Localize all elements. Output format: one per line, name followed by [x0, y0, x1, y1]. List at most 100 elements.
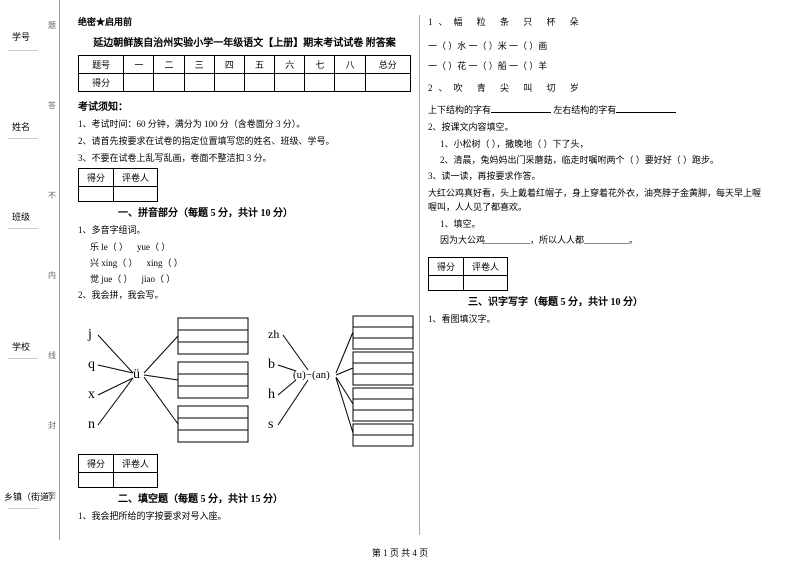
edge: [278, 365, 296, 371]
table-row: 得分: [79, 74, 411, 92]
question-r3: 3、读一读，再按要求作答。: [428, 169, 762, 183]
seal-mark: 题: [48, 20, 56, 31]
td: [114, 473, 158, 488]
td: [464, 276, 508, 291]
pinyin-row: 乐 le（ ） yue（ ）: [90, 240, 411, 254]
score-box: 得分评卷人: [428, 257, 508, 291]
edge: [278, 380, 308, 425]
notice-item: 2、请首先按要求在试卷的指定位置填写您的姓名、班级、学号。: [78, 134, 411, 148]
binding-line: [8, 508, 38, 509]
td: [305, 74, 335, 92]
td: [79, 473, 114, 488]
sub-q: 1、小松树（ ），撒晚地（ ）下了头，: [440, 137, 762, 151]
exam-title: 延边朝鲜族自治州实验小学一年级语文【上册】期末考试试卷 附答案: [78, 34, 411, 49]
char-list-2: 2、吹 青 尖 叫 切 岁: [428, 81, 762, 95]
edge: [98, 378, 133, 425]
binding-line: [8, 228, 38, 229]
section-1-title: 一、拼音部分（每题 5 分，共计 10 分）: [118, 204, 411, 219]
page-footer: 第 1 页 共 4 页: [0, 546, 800, 559]
answer-boxes-right: [353, 316, 413, 446]
edge: [336, 377, 353, 404]
seal-mark: 不: [48, 190, 56, 201]
th: 七: [305, 56, 335, 74]
edge: [278, 380, 296, 395]
notice-title: 考试须知：: [78, 98, 411, 113]
right-column: 1、幅 粒 条 只 杯 朵 一（ ）水 一（ ）米 一（ ）画 一（ ）花 一（…: [420, 15, 770, 535]
grader-cell: 评卷人: [114, 169, 158, 187]
score-box: 得分评卷人: [78, 168, 158, 202]
letter-s: s: [268, 417, 273, 432]
th: 五: [244, 56, 274, 74]
grader-cell: 评卷人: [464, 258, 508, 276]
td: [335, 74, 365, 92]
binding-label-class: 班级: [12, 210, 30, 223]
th: 题号: [79, 56, 124, 74]
th: 四: [214, 56, 244, 74]
td: [154, 74, 184, 92]
structure-row: 上下结构的字有 左右结构的字有: [428, 103, 762, 117]
letter-b: b: [268, 357, 275, 372]
table-row: 题号 一 二 三 四 五 六 七 八 总分: [79, 56, 411, 74]
blank: [616, 103, 676, 113]
content-area: 绝密★启用前 延边朝鲜族自治州实验小学一年级语文【上册】期末考试试卷 附答案 题…: [70, 15, 790, 535]
binding-line: [8, 358, 38, 359]
score-box: 得分评卷人: [78, 454, 158, 488]
page: 学号 姓名 班级 学校 乡镇（街道） 题 答 不 内 线 封 密 绝密★启用前 …: [0, 0, 800, 565]
letter-q: q: [88, 357, 95, 372]
sub-q: 因为大公鸡__________，所以人人都__________。: [440, 233, 762, 247]
label: 左右结构的字有: [553, 105, 616, 115]
question-s2-1: 1、我会把所给的字按要求对号入座。: [78, 509, 411, 523]
fill-row: 一（ ）水 一（ ）米 一（ ）画: [428, 39, 762, 53]
score-cell: 得分: [79, 169, 114, 187]
letter-n: n: [88, 417, 95, 432]
notice-item: 1、考试时间：60 分钟，满分为 100 分（含卷面分 3 分）。: [78, 117, 411, 131]
binding-line: [8, 50, 38, 51]
cell: 乐 le（ ）: [90, 242, 128, 252]
letter-h: h: [268, 387, 275, 402]
sub-q: 2、清晨，兔妈妈出门采蘑菇，临走时嘱咐两个（ ）要好好（ ）跑步。: [440, 153, 762, 167]
edge: [336, 368, 353, 375]
answer-boxes-left: [178, 318, 248, 442]
td: [114, 187, 158, 202]
passage: 大红公鸡真好看，头上戴着红帽子，身上穿着花外衣，油亮脖子金黄脚，每天早上喔喔叫，…: [428, 186, 762, 214]
char-list: 1、幅 粒 条 只 杯 朵: [428, 15, 762, 29]
th: 八: [335, 56, 365, 74]
td: [275, 74, 305, 92]
edge: [98, 378, 133, 395]
cell: 兴 xing（ ）: [90, 258, 138, 268]
edge: [98, 335, 133, 373]
binding-label-school: 学校: [12, 340, 30, 353]
letter-x: x: [88, 387, 95, 402]
cell: yue（ ）: [137, 242, 170, 252]
grader-cell: 评卷人: [114, 455, 158, 473]
binding-label-id: 学号: [12, 30, 30, 43]
center-u: ü: [133, 367, 140, 382]
pinyin-row: 觉 jue（ ） jiao（ ）: [90, 272, 411, 286]
edge: [144, 377, 178, 424]
question-r2: 2、按课文内容填空。: [428, 120, 762, 134]
td: [429, 276, 464, 291]
td: [214, 74, 244, 92]
binding-line: [8, 138, 38, 139]
section-2-title: 二、填空题（每题 5 分，共计 15 分）: [118, 490, 411, 505]
edge: [144, 375, 178, 380]
diagram-svg: j q x n ü: [78, 308, 418, 448]
question-1: 1、多音字组词。: [78, 223, 411, 237]
td: [184, 74, 214, 92]
left-column: 绝密★启用前 延边朝鲜族自治州实验小学一年级语文【上册】期末考试试卷 附答案 题…: [70, 15, 420, 535]
letter-j: j: [87, 327, 92, 342]
th: 三: [184, 56, 214, 74]
th: 总分: [365, 56, 410, 74]
cell: 觉 jue（ ）: [90, 274, 133, 284]
score-table: 题号 一 二 三 四 五 六 七 八 总分 得分: [78, 55, 411, 92]
notice-item: 3、不要在试卷上乱写乱画，卷面不整洁扣 3 分。: [78, 151, 411, 165]
th: 六: [275, 56, 305, 74]
edge: [144, 336, 178, 373]
edge: [336, 378, 353, 433]
binding-zone: 学号 姓名 班级 学校 乡镇（街道） 题 答 不 内 线 封 密: [0, 0, 60, 540]
pinyin-diagram: j q x n ü: [78, 308, 411, 448]
question-s3-1: 1、看图填汉字。: [428, 312, 762, 326]
edge: [336, 332, 353, 373]
td: [79, 187, 114, 202]
section-3-title: 三、识字写字（每题 5 分，共计 10 分）: [468, 293, 762, 308]
